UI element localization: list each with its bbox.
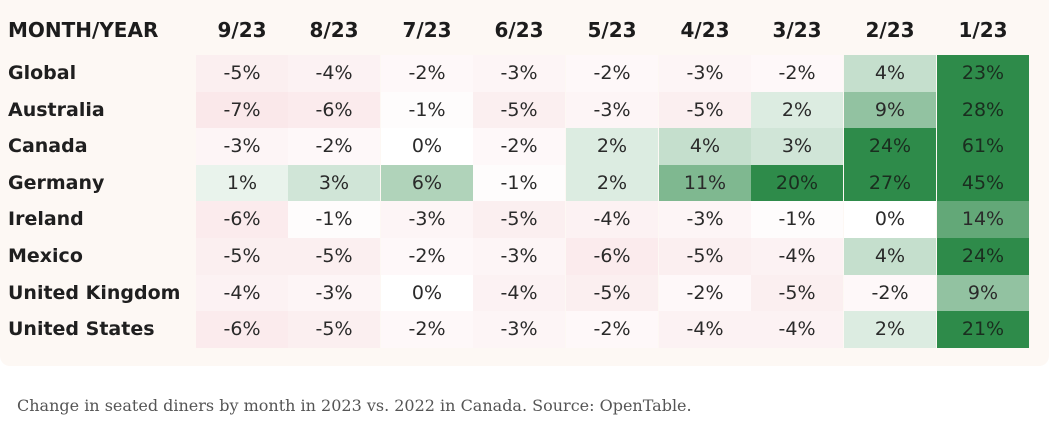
heatmap-cell: 28% — [937, 92, 1029, 129]
heatmap-cell: -5% — [659, 92, 751, 128]
heatmap-cell: 24% — [844, 128, 936, 165]
heatmap-cell: 21% — [937, 311, 1029, 348]
heatmap-cell: -4% — [659, 311, 751, 348]
row-label: Global — [8, 62, 77, 84]
heatmap-cell: 27% — [844, 165, 936, 201]
heatmap-cell: -3% — [473, 311, 565, 348]
heatmap-cell: -6% — [288, 92, 380, 128]
heatmap-cell: -2% — [381, 238, 473, 275]
heatmap-cell: 24% — [937, 238, 1029, 275]
heatmap-cell: -2% — [566, 311, 658, 348]
column-header: 9/23 — [217, 18, 267, 42]
row-label: United States — [8, 318, 155, 340]
heatmap-cell: -4% — [566, 201, 658, 238]
row-label: Ireland — [8, 208, 84, 230]
heatmap-cell: -3% — [196, 128, 288, 165]
heatmap-cell: 9% — [844, 92, 936, 128]
heatmap-cell: -3% — [566, 92, 658, 128]
row-label: United Kingdom — [8, 282, 181, 304]
heatmap-cell: -2% — [381, 55, 473, 92]
heatmap-cell: -2% — [751, 55, 843, 92]
heatmap-cell: -2% — [566, 55, 658, 92]
heatmap-cell: 11% — [659, 165, 751, 201]
heatmap-cell: 9% — [937, 275, 1029, 312]
heatmap-cell: -2% — [844, 275, 936, 311]
row-label: Mexico — [8, 245, 83, 267]
heatmap-cell: 23% — [937, 55, 1029, 92]
heatmap-cell: -1% — [473, 165, 565, 201]
heatmap-cell: -3% — [473, 55, 565, 92]
heatmap-cell: -5% — [288, 238, 380, 275]
column-header: 8/23 — [309, 18, 359, 42]
heatmap-cell: -5% — [473, 92, 565, 128]
heatmap-cell: 0% — [381, 128, 473, 165]
heatmap-cell: -6% — [566, 238, 658, 275]
heatmap-cell: 2% — [751, 92, 843, 128]
heatmap-cell: -3% — [473, 238, 565, 275]
row-label: Australia — [8, 99, 105, 121]
column-header: 4/23 — [680, 18, 730, 42]
heatmap-cell: -5% — [751, 275, 843, 311]
heatmap-cell: -1% — [381, 92, 473, 128]
heatmap-cell: -2% — [381, 311, 473, 348]
column-header: 3/23 — [772, 18, 822, 42]
heatmap-cell: 45% — [937, 165, 1029, 202]
heatmap-grid: MONTH/YEAR 9/23 8/23 7/23 6/23 5/23 4/23 3/23 2/… — [8, 18, 1029, 348]
heatmap-cell: -4% — [196, 275, 288, 311]
heatmap-cell: -1% — [288, 201, 380, 238]
heatmap-cell: -7% — [196, 92, 288, 128]
heatmap-cell: -3% — [381, 201, 473, 238]
heatmap-cell: 4% — [844, 55, 936, 92]
heatmap-cell: -3% — [659, 55, 751, 92]
heatmap-cell: -5% — [659, 238, 751, 275]
heatmap-cell: -2% — [473, 128, 565, 165]
column-header: 5/23 — [587, 18, 637, 42]
heatmap-cell: 14% — [937, 201, 1029, 238]
heatmap-cell: -3% — [659, 201, 751, 238]
corner-header: MONTH/YEAR — [8, 18, 159, 42]
heatmap-cell: 2% — [566, 165, 658, 201]
heatmap-cell: 0% — [381, 275, 473, 311]
heatmap-cell: -4% — [751, 311, 843, 348]
heatmap-cell: 3% — [751, 128, 843, 165]
heatmap-cell: -3% — [288, 275, 380, 311]
heatmap-cell: -4% — [751, 238, 843, 275]
heatmap-cell: -6% — [196, 311, 288, 348]
heatmap-cell: -5% — [196, 238, 288, 275]
heatmap-cell: -2% — [659, 275, 751, 311]
heatmap-cell: 4% — [659, 128, 751, 165]
column-header: 2/23 — [865, 18, 915, 42]
heatmap-cell: 20% — [751, 165, 843, 201]
column-header: 6/23 — [494, 18, 544, 42]
row-label: Germany — [8, 172, 105, 194]
heatmap-cell: 1% — [196, 165, 288, 201]
heatmap-cell: 3% — [288, 165, 380, 201]
column-header: 7/23 — [402, 18, 452, 42]
heatmap-cell: 61% — [937, 128, 1029, 165]
heatmap-cell: 2% — [566, 128, 658, 165]
heatmap-cell: -4% — [473, 275, 565, 311]
column-header: 1/23 — [958, 18, 1008, 42]
heatmap-cell: -2% — [288, 128, 380, 165]
heatmap-cell: 2% — [844, 311, 936, 348]
heatmap-panel: MONTH/YEAR 9/23 8/23 7/23 6/23 5/23 4/23 3/23 2/… — [0, 0, 1049, 366]
heatmap-cell: 4% — [844, 238, 936, 275]
chart-caption: Change in seated diners by month in 2023… — [17, 396, 692, 415]
heatmap-cell: -5% — [473, 201, 565, 238]
heatmap-cell: -6% — [196, 201, 288, 238]
heatmap-cell: -5% — [288, 311, 380, 348]
heatmap-cell: -5% — [566, 275, 658, 311]
row-label: Canada — [8, 135, 88, 157]
heatmap-cell: -4% — [288, 55, 380, 92]
heatmap-cell: -5% — [196, 55, 288, 92]
heatmap-cell: 6% — [381, 165, 473, 201]
heatmap-cell: -1% — [751, 201, 843, 238]
heatmap-cell: 0% — [844, 201, 936, 238]
